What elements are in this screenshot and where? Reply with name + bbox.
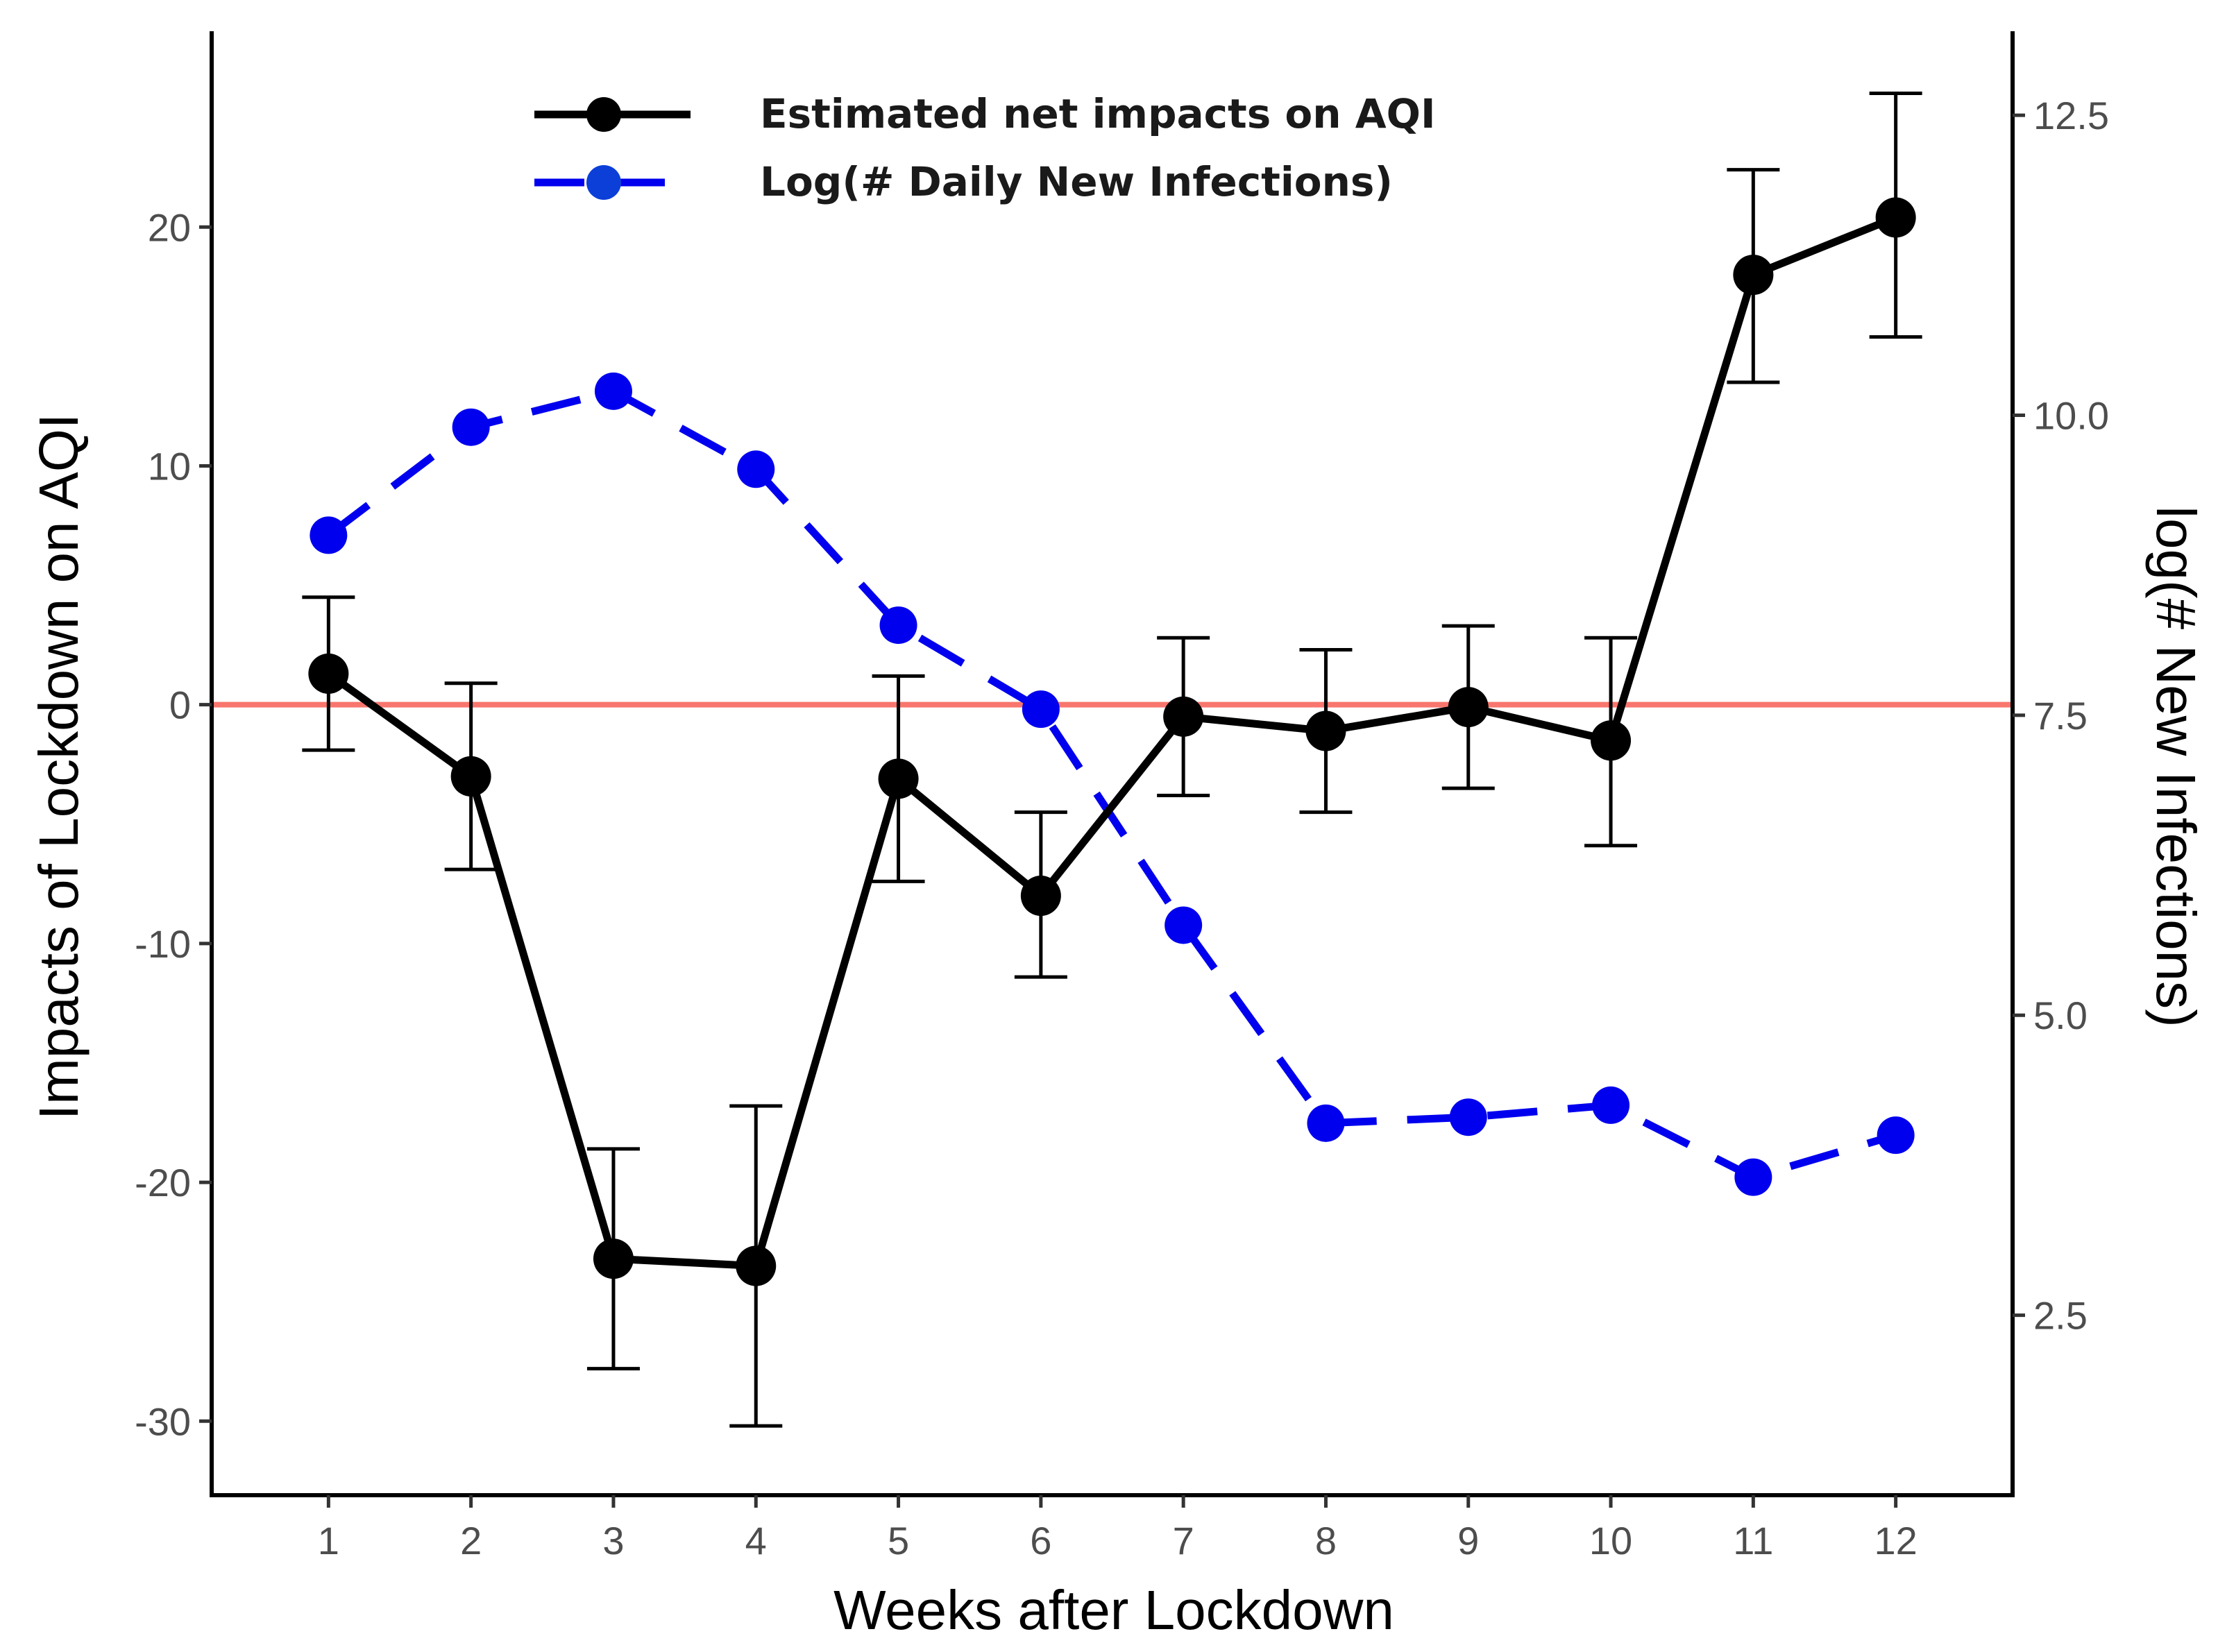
y-tick-label-right: 10.0 xyxy=(2033,393,2109,437)
series-infections-point xyxy=(1734,1158,1772,1196)
series-aqi-point xyxy=(450,756,491,797)
series-infections-point xyxy=(1592,1086,1630,1124)
x-axis-title: Weeks after Lockdown xyxy=(833,1579,1394,1641)
y-tick-label-right: 7.5 xyxy=(2033,694,2088,738)
x-tick-label: 2 xyxy=(460,1519,482,1562)
y-tick-label-left: 0 xyxy=(169,683,191,727)
y-tick-label-left: -10 xyxy=(135,922,191,966)
x-tick-label: 8 xyxy=(1315,1519,1337,1562)
series-aqi-point xyxy=(308,653,349,694)
series-aqi-group xyxy=(302,91,1922,1428)
series-infections-point xyxy=(452,408,490,446)
series-infections-point xyxy=(1165,906,1203,944)
y-tick-label-right: 5.0 xyxy=(2033,994,2088,1037)
series-infections-point xyxy=(1022,690,1060,729)
x-tick-label: 4 xyxy=(745,1519,767,1562)
series-aqi-point xyxy=(593,1238,634,1279)
legend-aqi-label: Estimated net impacts on AQI xyxy=(760,90,1436,137)
series-infections-point xyxy=(594,372,632,410)
legend-infections-marker xyxy=(586,165,621,200)
x-tick-label: 6 xyxy=(1030,1519,1051,1562)
x-tick-label: 10 xyxy=(1589,1519,1632,1562)
series-aqi-point xyxy=(1448,687,1489,728)
y-tick-label-right: 12.5 xyxy=(2033,94,2109,137)
axes-group xyxy=(210,31,2015,1497)
series-aqi-point xyxy=(878,758,919,799)
series-aqi-point xyxy=(1733,255,1774,296)
y-axis-title-right: log(# New Infections) xyxy=(2145,506,2207,1027)
legend-aqi-marker xyxy=(586,97,621,132)
y-tick-label-right: 2.5 xyxy=(2033,1294,2088,1338)
legend-infections-label: Log(# Daily New Infections) xyxy=(760,158,1393,205)
x-tick-label: 12 xyxy=(1874,1519,1918,1562)
series-aqi-point xyxy=(1163,696,1204,737)
x-tick-label: 9 xyxy=(1457,1519,1479,1562)
y-tick-label-left: 20 xyxy=(148,205,191,249)
series-aqi-point xyxy=(1591,720,1632,761)
series-infections-point xyxy=(1307,1104,1345,1142)
series-infections-point xyxy=(310,516,348,554)
series-infections-point xyxy=(1877,1116,1915,1155)
x-tick-label: 11 xyxy=(1733,1519,1773,1562)
legend: Estimated net impacts on AQI Log(# Daily… xyxy=(534,90,1436,205)
series-aqi-line xyxy=(326,214,1897,1270)
series-aqi-point xyxy=(1020,876,1061,917)
series-aqi-point xyxy=(1875,197,1916,238)
series-infections-point xyxy=(879,606,917,645)
x-tick-label: 1 xyxy=(318,1519,339,1562)
series-aqi-point xyxy=(1305,710,1346,751)
series-infections-point xyxy=(737,450,775,488)
y-tick-label-left: -20 xyxy=(135,1161,191,1204)
series-infections-group xyxy=(310,372,1915,1196)
y-axis-title-left: Impacts of Lockdown on AQI xyxy=(28,414,90,1120)
y-tick-label-left: 10 xyxy=(148,444,191,488)
x-tick-label: 3 xyxy=(602,1519,624,1562)
x-tick-label: 7 xyxy=(1173,1519,1194,1562)
series-infections-line xyxy=(326,387,1897,1182)
series-aqi-point xyxy=(736,1245,777,1286)
series-infections-point xyxy=(1449,1098,1487,1136)
x-tick-label: 5 xyxy=(888,1519,909,1562)
ticks-group: 1 2 3 4 5 6 7 8 9 10 11 12-30-20-10010202.55.07.510… xyxy=(135,94,2109,1562)
y-tick-label-left: -30 xyxy=(135,1399,191,1443)
